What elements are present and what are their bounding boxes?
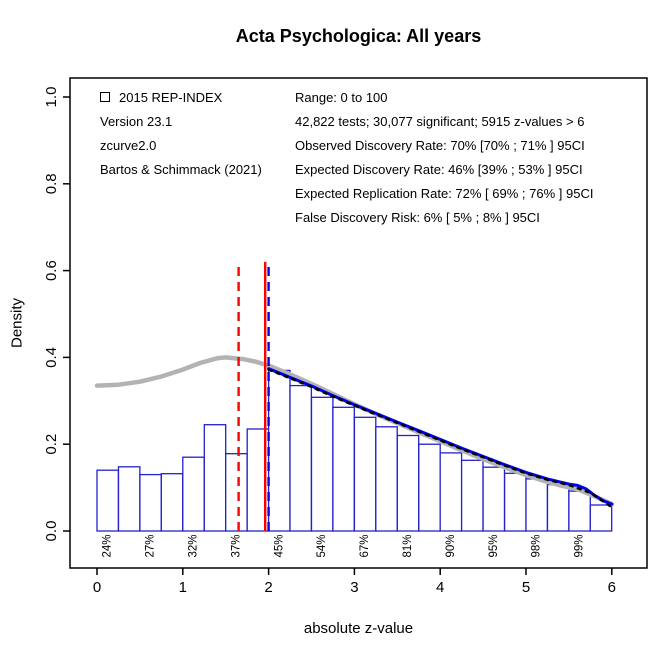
percent-label: 95% (488, 534, 500, 557)
zcurve-fit-black-dotted-curve (267, 368, 614, 509)
stat-observed-discovery-rate: Observed Discovery Rate: 70% [70% ; 71% … (295, 138, 585, 153)
histogram-bar (225, 453, 248, 532)
histogram-bar (267, 369, 291, 532)
histogram-bar (203, 424, 227, 532)
x-axis-tick-label: 6 (608, 579, 616, 596)
stat-expected-replication-rate: Expected Replication Rate: 72% [ 69% ; 7… (295, 186, 594, 201)
x-axis-tick-label: 3 (350, 579, 358, 596)
percent-label: 24% (102, 534, 114, 557)
histogram-bar (525, 478, 549, 532)
percent-label: 27% (145, 534, 157, 557)
x-axis-tick-label: 5 (522, 579, 530, 596)
histogram-bar (482, 466, 506, 532)
y-axis-tick-label: 0.2 (43, 434, 60, 455)
legend-version-label: Version 23.1 (100, 114, 173, 129)
histogram-bar (568, 490, 591, 532)
x-axis-tick-label: 1 (179, 579, 187, 596)
stat-range: Range: 0 to 100 (295, 90, 388, 105)
stat-false-discovery-risk: False Discovery Risk: 6% [ 5% ; 8% ] 95C… (295, 210, 540, 225)
legend-rep-index-label: 2015 REP-INDEX (119, 90, 223, 105)
percent-label: 45% (273, 534, 285, 557)
stat-expected-discovery-rate: Expected Discovery Rate: 46% [39% ; 53% … (295, 162, 583, 177)
y-axis-tick-label: 1.0 (43, 87, 60, 108)
x-axis-title: absolute z-value (303, 620, 414, 637)
percent-label: 37% (230, 534, 242, 557)
x-axis-tick-label: 4 (436, 579, 444, 596)
percent-label: 67% (359, 534, 371, 557)
legend-line-rep-index: 2015 REP-INDEX (100, 86, 262, 110)
y-axis-tick-label: 0.4 (43, 347, 60, 368)
stat-tests: 42,822 tests; 30,077 significant; 5915 z… (295, 114, 585, 129)
histogram-bar (310, 396, 334, 532)
chart-title: Acta Psychologica: All years (235, 26, 482, 46)
histogram-bar (396, 434, 420, 532)
percent-label: 54% (316, 534, 328, 557)
histogram-bar (589, 504, 613, 532)
histogram-bar (375, 426, 398, 532)
y-axis-tick-label: 0.6 (43, 260, 60, 281)
histogram-bar (439, 452, 463, 532)
percent-label: 99% (574, 534, 586, 557)
histogram-bar (460, 459, 484, 532)
x-axis-tick-label: 0 (93, 579, 101, 596)
percent-label: 81% (402, 534, 414, 557)
y-axis-tick-label: 0.0 (43, 521, 60, 542)
legend-citation-label: Bartos & Schimmack (2021) (100, 162, 262, 177)
plot-border (69, 77, 648, 569)
histogram-bar (353, 416, 377, 532)
histogram-bar (503, 472, 527, 532)
percent-label: 90% (445, 534, 457, 557)
percent-label: 98% (531, 534, 543, 557)
percent-label: 32% (188, 534, 200, 557)
y-axis-title: Density (8, 297, 26, 349)
histogram-bar (332, 406, 355, 532)
x-axis-tick-label: 2 (264, 579, 272, 596)
histogram-bar (546, 483, 570, 532)
legend-block: 2015 REP-INDEX Version 23.1 zcurve2.0 Ba… (100, 86, 262, 182)
histogram-bar (139, 473, 162, 532)
histogram-bar (289, 384, 313, 532)
y-axis-tick-label: 0.8 (43, 173, 60, 194)
histogram-bar (117, 466, 141, 532)
histogram-bar (418, 443, 441, 532)
legend-package-label: zcurve2.0 (100, 138, 157, 153)
histogram-bar (182, 456, 205, 532)
stats-block: Range: 0 to 100 42,822 tests; 30,077 sig… (295, 86, 593, 230)
histogram-marker-icon (100, 92, 110, 102)
histogram-bar (96, 469, 120, 532)
histogram-bar (160, 473, 184, 532)
